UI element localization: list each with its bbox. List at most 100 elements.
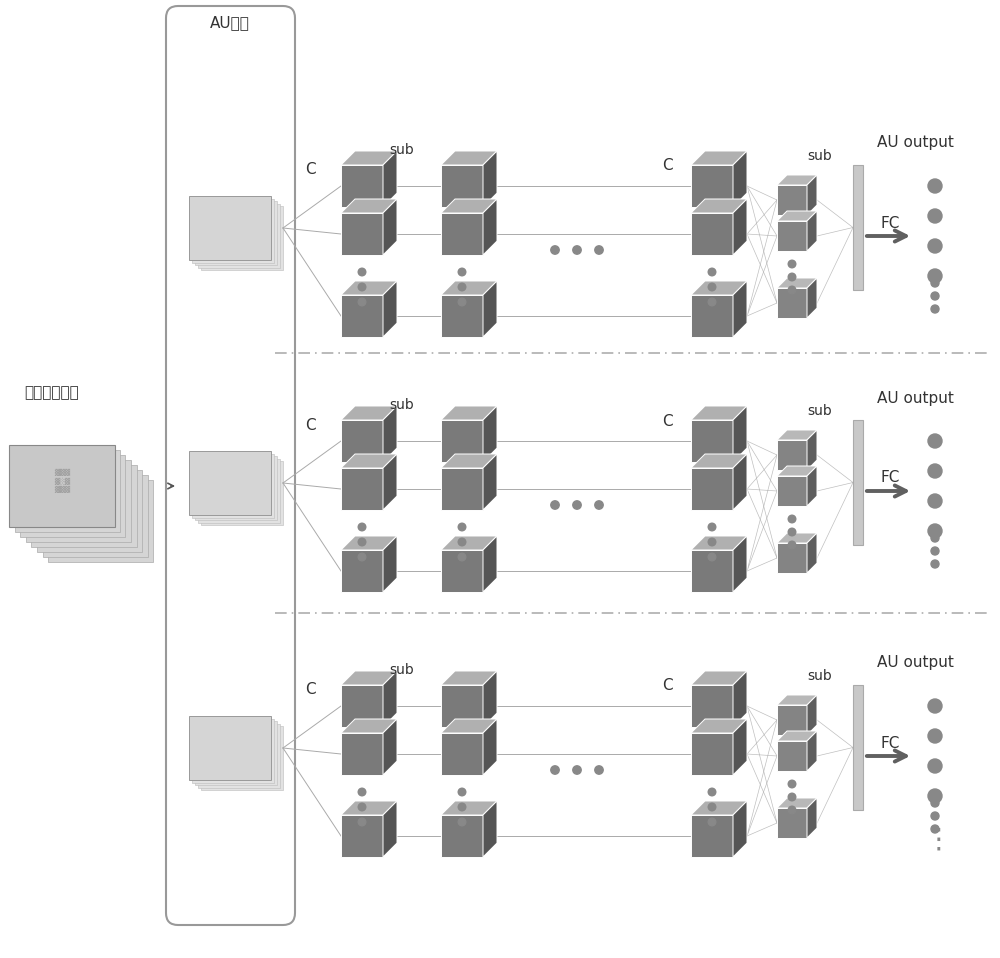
Text: C: C [305,682,315,697]
Polygon shape [341,151,397,165]
Circle shape [595,765,603,774]
Polygon shape [441,213,483,255]
Polygon shape [441,733,483,775]
Text: sub: sub [808,669,832,683]
Polygon shape [691,801,747,815]
Polygon shape [777,798,817,808]
Polygon shape [691,468,733,510]
Polygon shape [441,295,483,337]
Polygon shape [383,801,397,857]
Polygon shape [807,175,817,215]
Polygon shape [777,288,807,318]
Circle shape [928,179,942,193]
Polygon shape [733,536,747,592]
Polygon shape [341,420,383,462]
Polygon shape [807,430,817,470]
Circle shape [458,803,466,810]
Polygon shape [341,165,383,207]
Polygon shape [733,151,747,207]
Text: sub: sub [390,398,414,412]
FancyBboxPatch shape [201,206,283,270]
Polygon shape [691,536,747,550]
Polygon shape [441,454,497,468]
Polygon shape [777,211,817,221]
Circle shape [573,246,581,254]
FancyBboxPatch shape [192,718,274,783]
Circle shape [928,464,942,478]
Polygon shape [441,801,497,815]
Circle shape [928,524,942,538]
Text: 视频序列输入: 视频序列输入 [25,385,79,400]
Circle shape [788,528,796,536]
Polygon shape [691,733,733,775]
Circle shape [458,538,466,546]
Polygon shape [341,406,397,420]
Circle shape [788,273,796,281]
Polygon shape [777,533,817,543]
Circle shape [458,268,466,276]
FancyBboxPatch shape [20,455,126,537]
FancyBboxPatch shape [853,420,863,545]
Polygon shape [441,468,483,510]
Circle shape [931,279,939,287]
Polygon shape [733,454,747,510]
Polygon shape [341,199,397,213]
Text: FC: FC [880,736,899,750]
Circle shape [931,292,939,300]
Circle shape [788,286,796,294]
Polygon shape [777,430,817,440]
Polygon shape [441,420,483,462]
Polygon shape [441,671,497,685]
Circle shape [551,246,559,254]
Circle shape [788,261,796,268]
Polygon shape [483,801,497,857]
Polygon shape [341,550,383,592]
Polygon shape [341,719,397,733]
FancyBboxPatch shape [9,445,114,527]
Polygon shape [341,295,383,337]
Polygon shape [807,798,817,838]
Polygon shape [383,719,397,775]
Polygon shape [483,406,497,462]
Circle shape [708,553,716,560]
Text: AU output: AU output [877,135,953,150]
Polygon shape [341,815,383,857]
Text: C: C [662,414,672,428]
Polygon shape [807,211,817,251]
Polygon shape [341,685,383,727]
Polygon shape [691,199,747,213]
Polygon shape [383,199,397,255]
Circle shape [358,788,366,796]
Text: C: C [662,678,672,694]
Polygon shape [777,278,817,288]
Circle shape [931,534,939,542]
Text: C: C [662,158,672,173]
Polygon shape [383,151,397,207]
Polygon shape [807,731,817,771]
Circle shape [708,538,716,546]
Polygon shape [383,454,397,510]
Circle shape [788,807,796,813]
Polygon shape [383,406,397,462]
Circle shape [708,803,716,810]
Polygon shape [441,685,483,727]
Polygon shape [483,454,497,510]
Polygon shape [691,685,733,727]
Circle shape [551,765,559,774]
Polygon shape [807,533,817,573]
Polygon shape [807,695,817,735]
Circle shape [708,268,716,276]
Polygon shape [441,406,497,420]
Polygon shape [777,440,807,470]
FancyBboxPatch shape [189,716,271,780]
Polygon shape [807,278,817,318]
Polygon shape [777,221,807,251]
Circle shape [573,765,581,774]
Polygon shape [777,705,807,735]
Circle shape [928,729,942,743]
Circle shape [928,434,942,448]
Circle shape [458,298,466,306]
Circle shape [928,209,942,223]
Circle shape [458,818,466,826]
FancyBboxPatch shape [48,480,153,562]
